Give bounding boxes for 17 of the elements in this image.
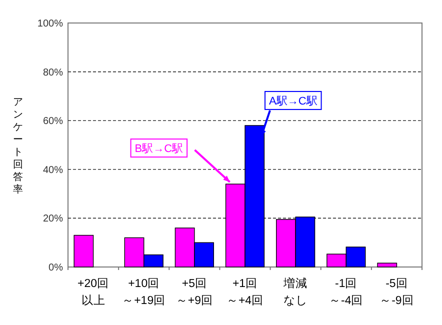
y-tick-label: 40% [42,164,64,176]
x-tick-label: +20回以上 [78,277,110,307]
x-tick-label: -1回～-4回 [329,277,364,307]
x-tick-label: +5回～+9回 [176,277,213,307]
x-tick-label: +10回～+19回 [122,277,166,307]
y-tick-label: 0% [48,262,64,274]
y-tick-label: 60% [42,116,64,128]
x-tick-label: 増減なし [282,276,308,307]
x-tick-label: -5回～-9回 [380,277,414,307]
y-tick-label: 20% [42,214,64,225]
y-tick-label: 80% [42,67,64,78]
y-tick-label: 100% [37,18,64,30]
x-tick-label: +1回～+4回 [226,277,264,307]
bar [74,234,94,268]
series-label: A駅→C駅 [269,95,318,108]
y-axis-title: アンケート回答率 [13,97,23,196]
bar [377,262,398,268]
